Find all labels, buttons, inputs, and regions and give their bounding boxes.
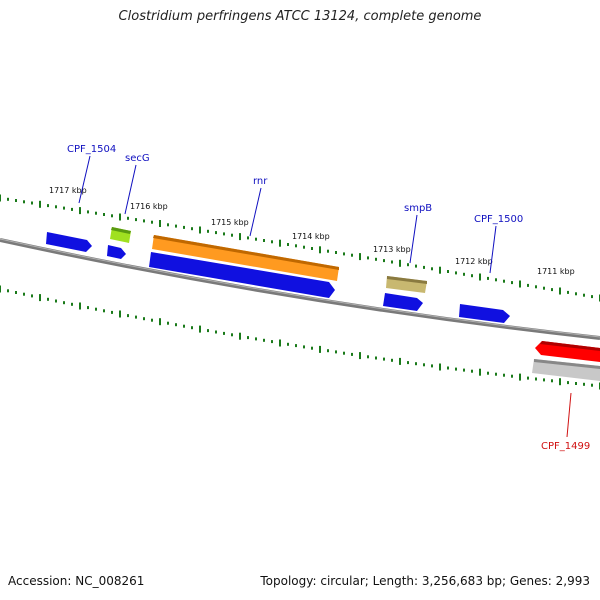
scale-label-1717: 1717 kbp <box>49 186 87 195</box>
gene-cpf1500-arrow[interactable] <box>459 304 510 323</box>
scale-label-1715: 1715 kbp <box>211 218 249 227</box>
scale-label-1711: 1711 kbp <box>537 267 575 276</box>
gene-rnr-rrna[interactable] <box>152 235 339 281</box>
gene-label-secg[interactable]: secG <box>125 153 150 164</box>
leader-cpf1499 <box>566 392 572 438</box>
label-leaders <box>78 155 572 438</box>
gene-label-cpf1499[interactable]: CPF_1499 <box>541 441 590 452</box>
forward-strand-features <box>46 227 510 323</box>
gene-label-cpf1504[interactable]: CPF_1504 <box>67 144 116 155</box>
gene-label-smpb[interactable]: smpB <box>404 203 432 214</box>
gene-label-rnr[interactable]: rnr <box>253 176 268 187</box>
leader-smpb <box>409 214 418 264</box>
scale-label-1712: 1712 kbp <box>455 257 493 266</box>
leader-rnr <box>249 187 262 237</box>
leader-cpf1500 <box>489 225 497 274</box>
accession-text: Accession: NC_008261 <box>8 574 145 588</box>
scale-label-1716: 1716 kbp <box>130 202 168 211</box>
gene-secg-cds-arrow[interactable] <box>107 245 126 259</box>
leader-secg <box>124 164 137 215</box>
gene-cpf1504-arrow[interactable] <box>46 232 92 252</box>
genome-backbone-highlight <box>0 238 600 338</box>
inner-tick-track <box>0 285 600 390</box>
leader-cpf1504 <box>78 155 91 204</box>
gene-label-cpf1500[interactable]: CPF_1500 <box>474 214 523 225</box>
genome-backbone <box>0 238 600 340</box>
topology-text: Topology: circular; Length: 3,256,683 bp… <box>260 574 590 588</box>
outer-tick-track <box>0 194 600 302</box>
gene-smpb-arrow[interactable] <box>383 293 423 311</box>
scale-label-1714: 1714 kbp <box>292 232 330 241</box>
reverse-strand-features <box>532 341 600 381</box>
gene-smpb-tmrna-edge <box>387 276 427 284</box>
gene-rnr-arrow[interactable] <box>149 252 335 298</box>
scale-label-1713: 1713 kbp <box>373 245 411 254</box>
gene-rnr-rrna-edge <box>153 235 339 270</box>
gene-cpf1499-arrow-edge <box>540 341 600 351</box>
pseudo-gene-bar-edge <box>534 359 600 369</box>
gene-secg-trna-edge <box>111 227 131 234</box>
map-title: Clostridium perfringens ATCC 13124, comp… <box>118 9 482 24</box>
